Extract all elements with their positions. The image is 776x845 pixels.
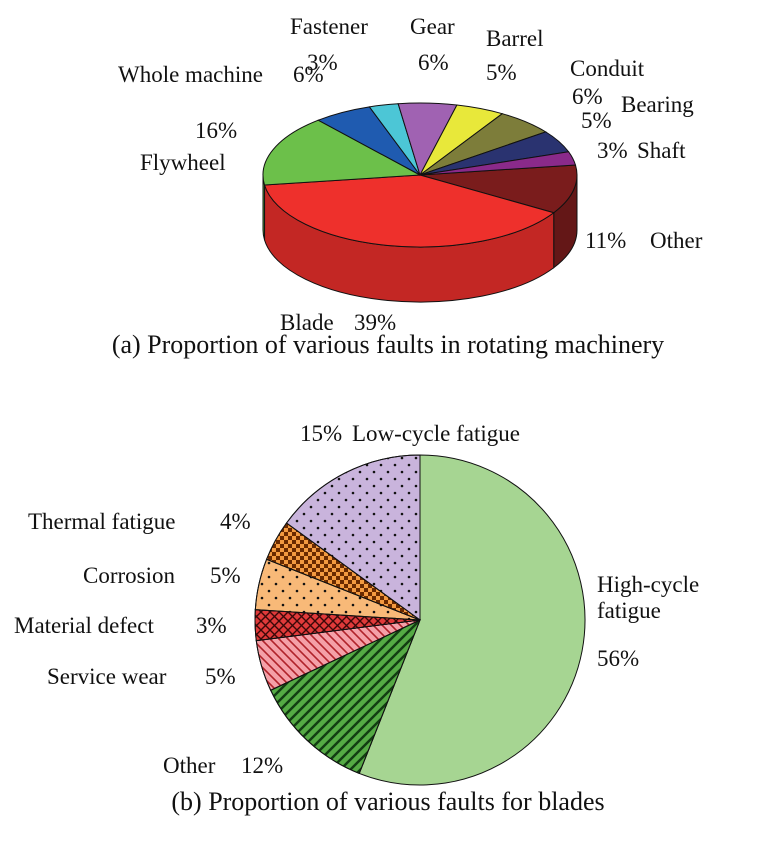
value-label: 6%	[293, 62, 324, 87]
slice-pattern	[270, 619, 421, 775]
value-label: 5%	[210, 563, 241, 588]
category-label: Material defect	[14, 613, 154, 638]
value-label: 11%	[585, 228, 627, 253]
value-label: 4%	[220, 509, 251, 534]
category-label: Bearing	[621, 92, 694, 117]
category-label: Whole machine	[118, 62, 263, 87]
slice	[263, 174, 555, 248]
category-label: High-cycle fatigue	[597, 572, 700, 624]
value-label: 5%	[486, 60, 517, 85]
value-label: 3%	[196, 613, 227, 638]
category-label: Fastener	[290, 14, 368, 39]
value-label: 3%	[597, 138, 628, 163]
category-label: Shaft	[637, 138, 686, 163]
category-label: Low-cycle fatigue	[352, 421, 520, 446]
slice-pattern	[285, 454, 421, 621]
category-label: Gear	[410, 14, 455, 39]
category-label: Barrel	[486, 26, 544, 51]
value-label: 15%	[300, 421, 343, 446]
category-label: Other	[163, 753, 216, 778]
value-label: 16%	[195, 118, 238, 143]
value-label: 6%	[572, 84, 603, 109]
value-label: 5%	[581, 108, 612, 133]
category-label: Corrosion	[83, 563, 175, 588]
value-label: 12%	[241, 753, 284, 778]
slice	[419, 151, 577, 176]
value-label: 39%	[354, 310, 397, 335]
chart-title: (b) Proportion of various faults for bla…	[171, 787, 605, 816]
category-label: Conduit	[570, 56, 645, 81]
category-label: Thermal fatigue	[28, 509, 176, 534]
slice	[419, 164, 578, 214]
category-label: Service wear	[47, 664, 167, 689]
value-label: 3%	[307, 50, 338, 75]
slice	[358, 454, 586, 786]
slice	[262, 119, 422, 186]
value-label: 56%	[597, 646, 640, 671]
chart-title: (a) Proportion of various faults in rota…	[111, 330, 665, 359]
value-label: 5%	[205, 664, 236, 689]
category-label: Other	[650, 228, 703, 253]
category-label: Flywheel	[140, 150, 226, 175]
category-label: Blade	[280, 310, 334, 335]
value-label: 6%	[418, 50, 449, 75]
